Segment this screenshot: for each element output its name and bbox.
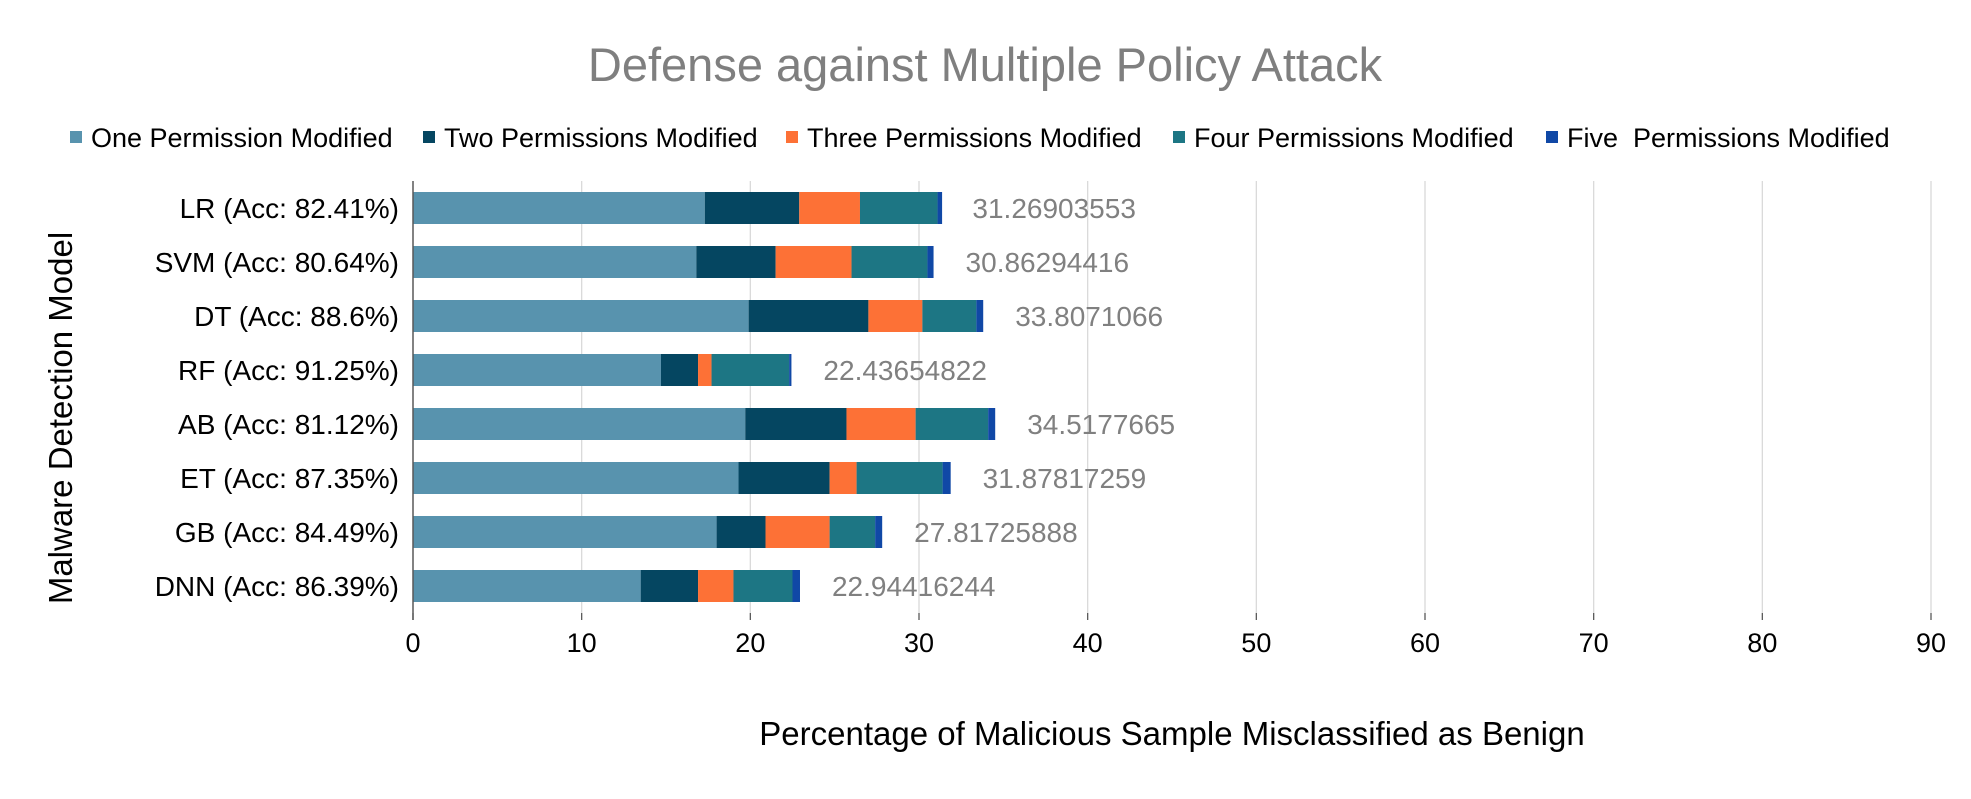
bar-segment-dt-s5 [976,300,984,332]
x-tick-label-40: 40 [1073,628,1103,658]
bar-segment-lr-s1 [413,192,705,224]
bar-row-et: 31.87817259 [413,462,1146,494]
bar-segment-dnn-s3 [698,570,734,602]
legend-swatch-4 [1173,131,1185,143]
gridlines [581,181,1932,613]
category-label-lr: LR (Acc: 82.41%) [180,193,399,224]
category-label-ab: AB (Acc: 81.12%) [178,409,399,440]
x-tick-label-50: 50 [1241,628,1271,658]
bar-row-svm: 30.86294416 [413,246,1129,278]
bar-segment-gb-s1 [413,516,717,548]
bar-row-rf: 22.43654822 [413,354,987,386]
category-label-dt: DT (Acc: 88.6%) [194,301,399,332]
legend-swatch-5 [1546,131,1558,143]
x-tick-label-80: 80 [1747,628,1777,658]
x-tick-label-0: 0 [405,628,420,658]
bar-segment-dt-s1 [413,300,749,332]
x-tick-label-60: 60 [1410,628,1440,658]
x-axis: 0 10 20 30 40 50 60 70 80 90 [405,613,1946,658]
legend-item-4: Four Permissions Modified [1173,123,1514,153]
bar-segment-gb-s3 [765,516,830,548]
total-label-gb: 27.81725888 [914,517,1078,548]
bar-segment-gb-s4 [829,516,876,548]
bar-segment-lr-s2 [704,192,800,224]
bar-segment-rf-s3 [698,354,712,386]
legend-item-1: One Permission Modified [70,123,393,153]
bar-segment-ab-s5 [988,408,996,440]
total-label-et: 31.87817259 [983,463,1147,494]
bar-segment-rf-s1 [413,354,661,386]
bar-segment-svm-s4 [851,246,928,278]
legend-label-1: One Permission Modified [91,123,393,153]
bar-segment-dnn-s4 [733,570,793,602]
x-tick-label-70: 70 [1579,628,1609,658]
x-tick-label-30: 30 [904,628,934,658]
category-label-gb: GB (Acc: 84.49%) [175,517,399,548]
bar-row-dt: 33.8071066 [413,300,1163,332]
bar-segment-dt-s2 [748,300,869,332]
category-label-rf: RF (Acc: 91.25%) [178,355,399,386]
category-label-et: ET (Acc: 87.35%) [180,463,399,494]
bar-segment-ab-s2 [745,408,847,440]
bar-segment-et-s3 [829,462,857,494]
bar-segment-et-s1 [413,462,739,494]
bar-segment-svm-s2 [696,246,776,278]
legend-label-3: Three Permissions Modified [807,123,1142,153]
bar-segment-dt-s3 [868,300,923,332]
total-label-dt: 33.8071066 [1015,301,1163,332]
y-axis: LR (Acc: 82.41%) SVM (Acc: 80.64%) DT (Acc… [155,181,414,620]
bar-segment-dnn-s2 [640,570,699,602]
bar-segment-et-s4 [856,462,943,494]
bar-segment-rf-s5 [789,354,792,386]
bar-segment-dt-s4 [922,300,977,332]
total-label-rf: 22.43654822 [823,355,987,386]
x-tick-label-20: 20 [735,628,765,658]
legend-label-5: Five Permissions Modified [1567,123,1890,153]
legend-item-2: Two Permissions Modified [423,123,758,153]
bar-segment-lr-s4 [859,192,938,224]
legend-label-4: Four Permissions Modified [1194,123,1514,153]
legend-label-2: Two Permissions Modified [444,123,758,153]
legend-swatch-1 [70,131,82,143]
x-tick-label-10: 10 [567,628,597,658]
bar-segment-rf-s2 [660,354,699,386]
total-label-svm: 30.86294416 [966,247,1130,278]
category-label-dnn: DNN (Acc: 86.39%) [155,571,399,602]
bars: 31.26903553 30.86294416 33.8071066 22.43654… [413,192,1175,602]
chart-title: Defense against Multiple Policy Attack [588,38,1383,91]
bar-segment-lr-s3 [799,192,860,224]
bar-segment-gb-s5 [875,516,883,548]
bar-segment-dnn-s5 [792,570,800,602]
legend-swatch-3 [786,131,798,143]
bar-row-lr: 31.26903553 [413,192,1136,224]
bar-segment-rf-s4 [711,354,790,386]
bar-segment-svm-s1 [413,246,697,278]
total-label-lr: 31.26903553 [972,193,1136,224]
bar-row-dnn: 22.94416244 [413,570,996,602]
bar-segment-ab-s4 [915,408,989,440]
legend: One Permission Modified Two Permissions M… [70,123,1890,153]
bar-segment-et-s2 [738,462,830,494]
bar-segment-dnn-s1 [413,570,641,602]
x-tick-label-90: 90 [1916,628,1946,658]
y-axis-title: Malware Detection Model [42,232,79,604]
bar-segment-ab-s1 [413,408,746,440]
legend-item-3: Three Permissions Modified [786,123,1142,153]
bar-segment-gb-s2 [716,516,766,548]
bar-segment-lr-s5 [937,192,943,224]
bar-row-ab: 34.5177665 [413,408,1175,440]
bar-segment-svm-s3 [775,246,852,278]
total-label-ab: 34.5177665 [1027,409,1175,440]
x-axis-title: Percentage of Malicious Sample Misclassi… [759,715,1584,752]
category-label-svm: SVM (Acc: 80.64%) [155,247,399,278]
bar-segment-ab-s3 [846,408,916,440]
legend-swatch-2 [423,131,435,143]
bar-segment-svm-s5 [927,246,934,278]
bar-row-gb: 27.81725888 [413,516,1078,548]
bar-segment-et-s5 [942,462,951,494]
total-label-dnn: 22.94416244 [832,571,996,602]
legend-item-5: Five Permissions Modified [1546,123,1890,153]
